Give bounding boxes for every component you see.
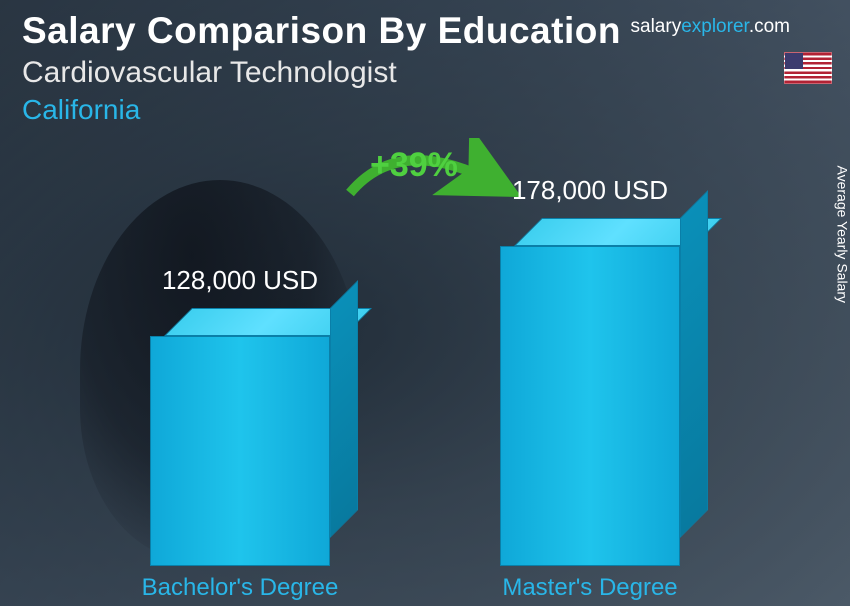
y-axis-label: Average Yearly Salary [834,166,850,304]
bar-chart: 128,000 USD Bachelor's Degree 178,000 US… [110,166,750,566]
location: California [22,94,828,126]
bar-label: Bachelor's Degree [110,574,370,602]
flag-icon [784,52,832,84]
bar-3d [150,336,330,566]
bar-3d [500,246,680,566]
brand-logo: salaryexplorer.com [631,16,790,38]
bar-front-face [150,336,330,566]
bar-bachelors: 128,000 USD Bachelor's Degree [130,336,350,566]
bar-value: 178,000 USD [460,175,720,206]
brand-suffix: .com [749,16,790,37]
bar-masters: 178,000 USD Master's Degree [480,246,700,566]
bar-label: Master's Degree [460,574,720,602]
bar-value: 128,000 USD [110,265,370,296]
brand-prefix: salary [631,16,682,37]
brand-mid: explorer [681,16,749,37]
bar-side-face [680,190,708,538]
job-title: Cardiovascular Technologist [22,56,828,90]
bar-front-face [500,246,680,566]
bar-side-face [330,280,358,538]
